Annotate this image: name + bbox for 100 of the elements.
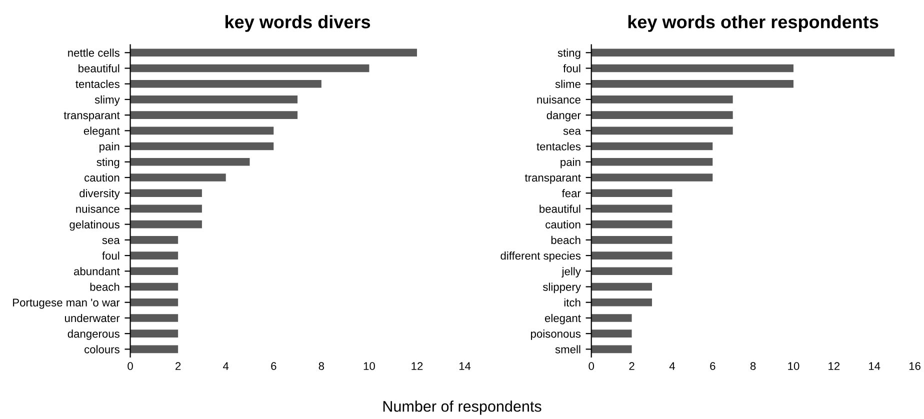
x-tick-label: 0 <box>588 362 594 370</box>
bar <box>130 345 178 354</box>
x-axis-title: Number of respondents <box>383 400 542 415</box>
bar <box>130 330 178 338</box>
y-tick-label: abundant <box>74 267 120 276</box>
bar <box>130 267 178 276</box>
chart-title: key words other respondents <box>628 15 878 32</box>
bar <box>591 252 672 260</box>
y-tick-label: beautiful <box>78 64 120 72</box>
bar <box>130 48 417 57</box>
bar <box>130 142 274 150</box>
bar <box>591 345 632 354</box>
y-tick-label: slippery <box>542 282 581 294</box>
y-tick-label: danger <box>546 111 581 122</box>
y-tick-label: elegant <box>84 126 120 138</box>
bar <box>130 314 178 322</box>
bar <box>591 220 672 228</box>
y-tick-label: tentacles <box>536 142 581 150</box>
y-tick-label: beach <box>90 282 120 291</box>
bar <box>591 174 713 182</box>
bar <box>591 96 733 104</box>
x-tick-label: 2 <box>176 362 181 370</box>
y-tick-label: slime <box>555 80 580 88</box>
bar <box>130 96 298 104</box>
y-tick-label: transparant <box>64 112 120 122</box>
bar <box>130 189 202 198</box>
x-tick-label: 12 <box>412 362 423 370</box>
x-tick-label: 4 <box>669 362 675 370</box>
bar <box>130 220 202 228</box>
y-tick-label: colours <box>84 345 120 354</box>
y-tick-label: elegant <box>544 314 581 324</box>
bar <box>591 64 794 72</box>
bar <box>591 298 652 306</box>
bar <box>591 236 672 244</box>
y-tick-label: tentacles <box>76 80 120 88</box>
x-tick-label: 8 <box>318 362 324 370</box>
y-tick-label: Portugese man 'o war <box>13 298 120 309</box>
y-tick-label: nuisance <box>537 95 580 104</box>
y-tick-label: smell <box>555 345 580 354</box>
bar <box>130 158 250 166</box>
bar <box>130 236 178 244</box>
y-tick-label: foul <box>563 64 580 72</box>
y-tick-label: poisonous <box>531 330 581 340</box>
y-tick-label: pain <box>100 142 120 153</box>
y-tick-label: foul <box>102 252 120 260</box>
y-tick-label: jelly <box>562 267 581 278</box>
bar <box>591 142 713 150</box>
bar <box>130 174 226 182</box>
bar <box>591 330 632 338</box>
y-tick-label: sea <box>563 128 581 135</box>
y-tick-label: sting <box>96 158 120 168</box>
bar <box>591 204 672 213</box>
y-tick-label: caution <box>546 220 580 228</box>
bar <box>130 111 298 119</box>
bar <box>130 80 322 88</box>
chart-title: key words divers <box>226 15 370 32</box>
bar <box>130 252 178 260</box>
bar <box>591 80 794 88</box>
bar <box>130 204 202 213</box>
bar <box>591 126 733 135</box>
x-tick-label: 14 <box>459 362 471 370</box>
x-tick-label: 10 <box>788 362 800 370</box>
y-tick-label: fear <box>562 189 581 198</box>
y-tick-label: different species <box>500 252 581 262</box>
y-tick-label: caution <box>84 173 120 182</box>
y-tick-label: beach <box>551 236 580 244</box>
y-tick-label: itch <box>564 298 580 306</box>
x-tick-label: 10 <box>364 362 375 370</box>
y-tick-label: slimy <box>94 95 120 106</box>
bar <box>130 298 178 306</box>
x-tick-label: 14 <box>869 362 880 370</box>
bar <box>591 314 632 322</box>
bar <box>591 158 713 166</box>
y-tick-label: sea <box>102 238 120 244</box>
y-tick-label: pain <box>560 158 580 168</box>
bar <box>591 111 733 119</box>
x-tick-label: 6 <box>710 362 716 370</box>
x-tick-label: 2 <box>629 362 634 370</box>
bar <box>591 189 672 198</box>
bar <box>130 64 370 72</box>
y-tick-label: underwater <box>65 314 120 322</box>
x-tick-label: 0 <box>128 362 133 370</box>
y-tick-label: nuisance <box>76 204 120 213</box>
x-tick-label: 12 <box>828 362 840 370</box>
x-tick-label: 6 <box>271 362 276 370</box>
x-tick-label: 4 <box>223 362 229 370</box>
y-tick-label: transparant <box>524 174 581 184</box>
y-tick-label: diversity <box>80 189 120 200</box>
bar <box>130 282 178 291</box>
y-tick-label: sting <box>558 48 580 59</box>
x-tick-label: 8 <box>750 362 756 370</box>
y-tick-label: dangerous <box>68 330 120 340</box>
bar <box>591 48 895 57</box>
y-tick-label: gelatinous <box>70 220 120 231</box>
bar <box>591 267 672 276</box>
bar <box>591 282 652 291</box>
y-tick-label: beautiful <box>540 204 580 213</box>
bar <box>130 126 274 135</box>
x-tick-label: 16 <box>909 362 920 370</box>
y-tick-label: nettle cells <box>68 48 120 57</box>
